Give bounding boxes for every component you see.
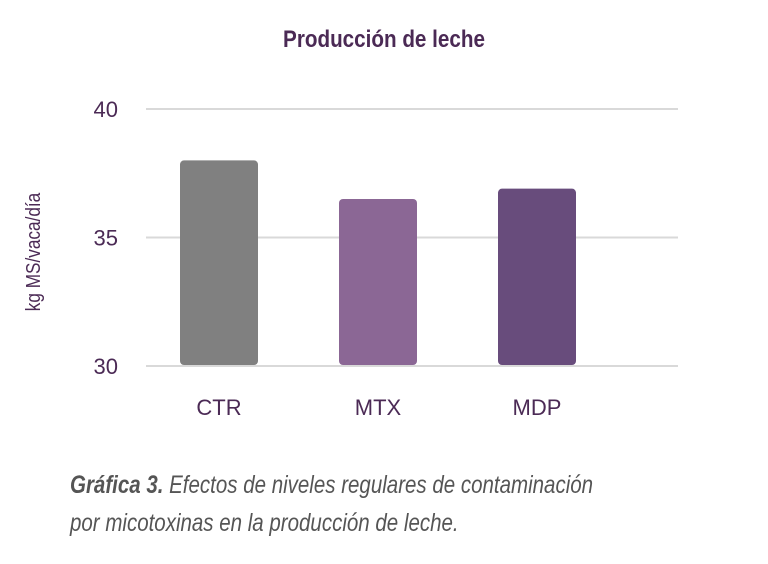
chart-title: Producción de leche bbox=[283, 26, 485, 53]
caption-lead: Gráfica 3. bbox=[70, 471, 164, 499]
figure-caption: Gráfica 3. Efectos de niveles regulares … bbox=[70, 466, 595, 542]
y-axis-label: kg MS/vaca/día bbox=[22, 192, 45, 311]
y-tick-labels: 40 35 30 bbox=[94, 97, 118, 379]
bar-mdp bbox=[498, 188, 576, 365]
y-tick-label: 40 bbox=[94, 97, 118, 122]
bar-chart: 40 35 30 CTR MTX MDP kg MS/vaca/día bbox=[22, 97, 678, 420]
y-tick-label: 35 bbox=[94, 226, 118, 251]
x-tick-labels: CTR MTX MDP bbox=[196, 395, 561, 420]
x-tick-label: CTR bbox=[196, 395, 241, 420]
x-tick-label: MTX bbox=[355, 395, 402, 420]
bar-mtx bbox=[339, 198, 417, 365]
bar-ctr bbox=[180, 160, 258, 365]
bars bbox=[180, 160, 576, 365]
caption-text: Efectos de niveles regulares de contamin… bbox=[70, 471, 594, 537]
y-tick-label: 30 bbox=[94, 354, 118, 379]
x-tick-label: MDP bbox=[513, 395, 562, 420]
